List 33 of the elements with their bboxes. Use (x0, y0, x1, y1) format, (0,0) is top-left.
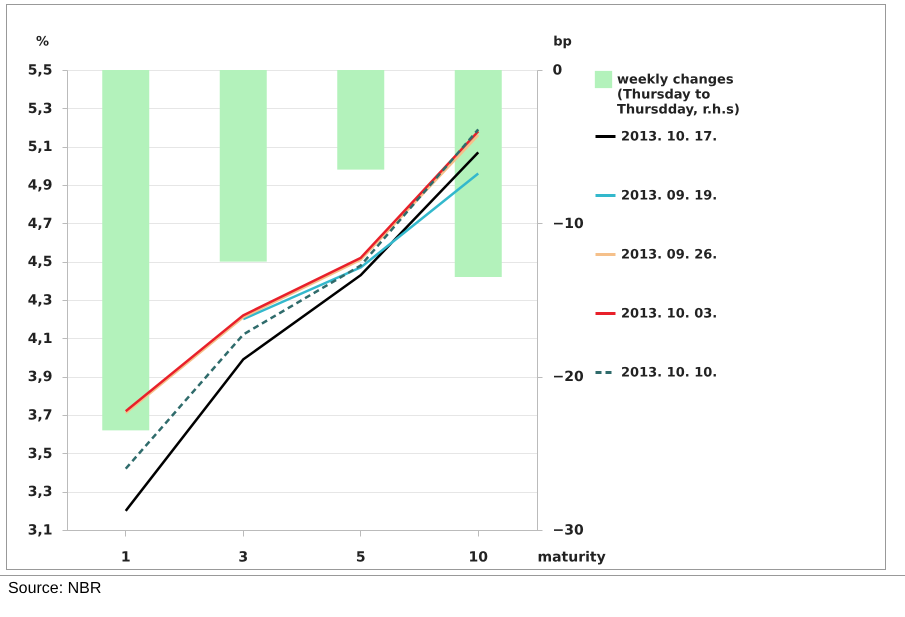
y-tick-label: 4,1 (28, 330, 52, 347)
line-series (124, 128, 480, 470)
y2-tick-label: −20 (552, 369, 584, 386)
x-tick-label: 1 (120, 550, 131, 566)
y-tick-label: 3,5 (28, 446, 52, 462)
y2-tick-label: −10 (552, 216, 584, 232)
x-tick-label: 5 (356, 550, 366, 566)
y-tick-label: 3,7 (28, 408, 52, 424)
y-tick-label: 3,9 (28, 369, 52, 386)
legend-label: 2013. 10. 17. (621, 130, 718, 144)
x-axis-title: maturity (538, 550, 606, 566)
y2-tick-label: −30 (552, 522, 584, 538)
legend-label: 2013. 10. 03. (621, 306, 718, 322)
y-tick-label: 4,3 (28, 292, 52, 308)
legend-label: 2013. 09. 26. (621, 248, 718, 262)
legend-label: 2013. 09. 19. (621, 188, 718, 204)
x-tick-label: 10 (468, 550, 488, 566)
x-tick-label: 3 (238, 550, 248, 566)
y-tick-label: 5,5 (28, 62, 52, 78)
y-tick-label: 3,3 (28, 484, 52, 500)
y-tick-label: 5,1 (28, 139, 52, 156)
y-tick-label: 4,7 (28, 216, 52, 232)
y-tick-label: 4,5 (28, 254, 52, 270)
y-axis-title: % (36, 34, 50, 50)
y2-axis-title: bp (553, 34, 572, 50)
source-note: Source: NBR (0, 575, 905, 602)
y-tick-label: 4,9 (28, 178, 52, 194)
y2-tick-label: 0 (552, 62, 562, 78)
line-series (124, 151, 480, 512)
y-tick-label: 5,3 (28, 100, 52, 117)
y-tick-label: 3,1 (28, 522, 52, 538)
legend-label: 2013. 10. 10. (621, 366, 718, 380)
legend-label: weekly changes (Thursday to Thursdday, r.h.s) (617, 72, 740, 118)
